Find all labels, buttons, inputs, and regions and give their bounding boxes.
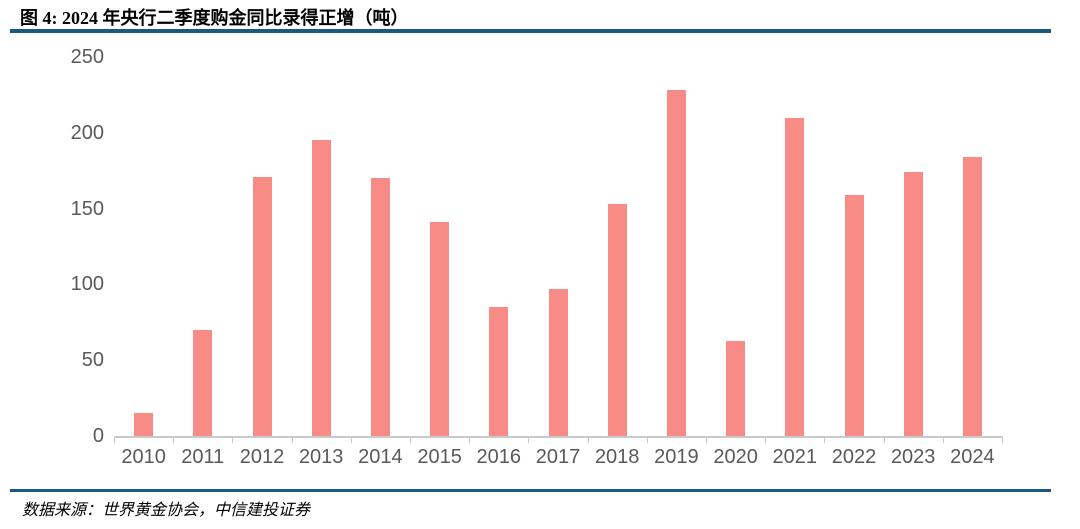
x-tick-label-2018: 2018 bbox=[594, 446, 640, 468]
bar-2016 bbox=[489, 307, 509, 436]
y-tick-label-200: 200 bbox=[70, 121, 104, 144]
y-tick-label-250: 250 bbox=[70, 46, 104, 68]
bar-2024 bbox=[962, 157, 982, 436]
bar-2023 bbox=[903, 172, 923, 436]
x-axis-tick bbox=[1002, 436, 1003, 443]
bar-2010 bbox=[134, 413, 154, 436]
plot-area bbox=[114, 57, 1002, 438]
bar-2021 bbox=[785, 117, 805, 436]
x-axis-tick bbox=[114, 436, 115, 443]
bar-2014 bbox=[370, 178, 390, 436]
x-axis-tick bbox=[469, 436, 471, 443]
title-rule bbox=[10, 29, 1051, 33]
bar-2018 bbox=[607, 204, 627, 436]
x-axis-tick bbox=[528, 436, 530, 443]
x-tick-label-2021: 2021 bbox=[772, 446, 818, 468]
x-tick-label-2011: 2011 bbox=[181, 446, 225, 468]
x-axis-tick bbox=[291, 436, 293, 443]
x-tick-label-2019: 2019 bbox=[654, 446, 699, 468]
x-tick-label-2022: 2022 bbox=[831, 446, 877, 468]
x-tick-label-2016: 2016 bbox=[476, 446, 522, 468]
y-tick-label-0: 0 bbox=[92, 425, 104, 447]
bar-2011 bbox=[193, 329, 213, 436]
x-axis-tick bbox=[232, 436, 234, 443]
x-tick-label-2017: 2017 bbox=[535, 446, 581, 468]
bar-2012 bbox=[252, 176, 272, 436]
bar-2017 bbox=[548, 288, 568, 436]
x-axis-tick bbox=[883, 436, 885, 443]
x-tick-label-2010: 2010 bbox=[121, 446, 166, 468]
bar-2022 bbox=[844, 194, 864, 436]
bar-chart: 0 50 100 150 200 250 2010 2011 2012 2013 2014 2015… bbox=[0, 46, 1080, 468]
x-axis-tick bbox=[942, 436, 944, 443]
x-tick-label-2015: 2015 bbox=[417, 446, 462, 468]
x-tick-label-2012: 2012 bbox=[239, 446, 285, 468]
x-axis-tick bbox=[824, 436, 826, 443]
bar-2020 bbox=[726, 340, 746, 436]
x-tick-label-2014: 2014 bbox=[358, 446, 403, 468]
bar-2013 bbox=[311, 140, 331, 436]
data-source: 数据来源：世界黄金协会，中信建投证券 bbox=[22, 502, 311, 519]
x-tick-label-2013: 2013 bbox=[298, 446, 344, 468]
y-tick-label-50: 50 bbox=[81, 349, 104, 372]
bar-2015 bbox=[430, 222, 450, 436]
x-axis-tick bbox=[587, 436, 589, 443]
x-axis-tick bbox=[173, 436, 175, 443]
footer-rule bbox=[10, 489, 1051, 492]
y-tick-label-150: 150 bbox=[70, 197, 104, 220]
figure-title: 图 4: 2024 年央行二季度购金同比录得正增（吨） bbox=[20, 8, 409, 28]
x-tick-label-2024: 2024 bbox=[950, 446, 995, 468]
bar-2019 bbox=[666, 90, 686, 436]
y-tick-label-100: 100 bbox=[70, 273, 104, 296]
x-axis-tick bbox=[350, 436, 352, 443]
x-axis-tick bbox=[646, 436, 648, 443]
x-axis-tick bbox=[765, 436, 767, 443]
x-tick-label-2023: 2023 bbox=[890, 446, 936, 468]
x-tick-label-2020: 2020 bbox=[713, 446, 758, 468]
x-axis-tick bbox=[706, 436, 707, 443]
x-axis-tick bbox=[410, 436, 411, 443]
